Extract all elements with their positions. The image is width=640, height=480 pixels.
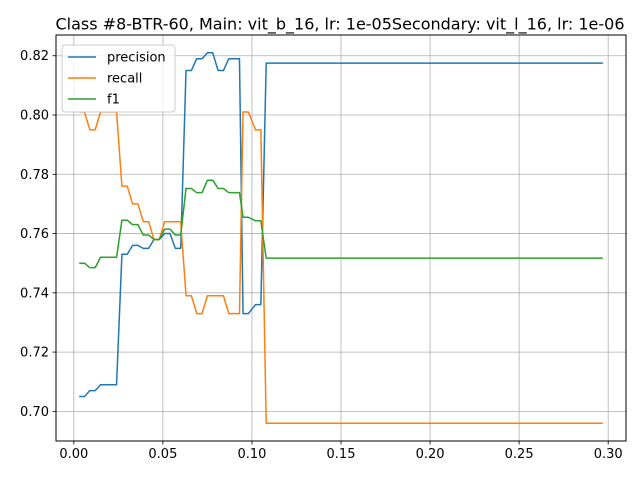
x-tick-label: 0.15 <box>327 447 356 462</box>
y-tick-label: 0.70 <box>20 405 49 420</box>
chart-title: Class #8-BTR-60, Main: vit_b_16, lr: 1e-… <box>56 15 625 35</box>
y-tick-label: 0.72 <box>20 346 49 361</box>
x-tick-label: 0.20 <box>416 447 445 462</box>
series-line-precision <box>79 52 603 398</box>
series-line-f1 <box>79 179 603 269</box>
legend: precision recall f1 <box>61 44 176 113</box>
x-tick-label: 0.30 <box>594 447 623 462</box>
legend-label-f1: f1 <box>107 93 120 108</box>
y-tick-label: 0.82 <box>20 49 49 64</box>
x-tick-label: 0.00 <box>59 447 88 462</box>
legend-label-precision: precision <box>107 51 166 66</box>
x-tick-label: 0.05 <box>148 447 177 462</box>
x-axis: 0.00 0.05 0.10 0.15 0.20 0.25 0.30 <box>59 441 623 462</box>
legend-label-recall: recall <box>107 72 142 87</box>
x-tick-label: 0.10 <box>237 447 266 462</box>
y-tick-label: 0.78 <box>20 168 49 183</box>
x-tick-label: 0.25 <box>505 447 534 462</box>
grid-lines <box>56 35 626 441</box>
y-tick-label: 0.74 <box>20 286 49 301</box>
legend-box <box>61 44 176 113</box>
y-axis: 0.70 0.72 0.74 0.76 0.78 0.80 0.82 <box>20 49 56 420</box>
y-tick-label: 0.80 <box>20 109 49 124</box>
y-tick-label: 0.76 <box>20 227 49 242</box>
